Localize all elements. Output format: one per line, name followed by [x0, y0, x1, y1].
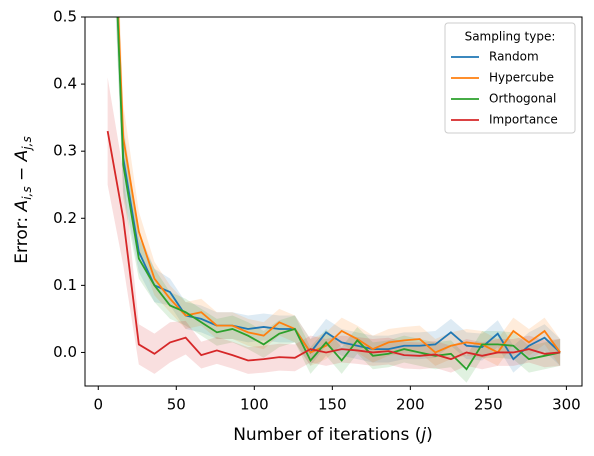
y-tick-label: 0.3: [53, 142, 77, 160]
legend-label: Importance: [489, 113, 558, 127]
x-tick-label: 300: [552, 396, 581, 414]
x-label-part: Number of iterations (: [233, 425, 421, 445]
y-label-part: −: [12, 161, 32, 186]
legend: Sampling type: Random Hypercube Orthogonal…: [444, 22, 576, 134]
legend-label: Orthogonal: [489, 92, 556, 106]
error-band: [116, 17, 561, 366]
error-band: [115, 17, 561, 383]
x-tick-label: 200: [396, 396, 425, 414]
y-tick-label: 0.2: [53, 209, 77, 227]
y-axis-label: Error: Ai,s − Aj,s: [12, 136, 34, 263]
error-band: [107, 77, 561, 374]
y-tick-label: 0.0: [53, 343, 77, 361]
y-label-part: A: [12, 150, 32, 163]
x-tick-label: 0: [93, 396, 103, 414]
y-label-part: j,s: [20, 136, 34, 151]
plot-area: [106, 17, 561, 383]
y-label-part: i,s: [20, 186, 34, 199]
x-tick-label: 50: [167, 396, 186, 414]
x-tick-label: 250: [474, 396, 503, 414]
series-line: [117, 17, 561, 354]
y-tick-label: 0.4: [53, 75, 77, 93]
legend-label: Hypercube: [489, 71, 554, 85]
y-tick-label: 0.1: [53, 276, 77, 294]
legend-box: [444, 22, 576, 134]
x-axis-label: Number of iterations (j): [233, 425, 433, 445]
axes-frame: [84, 16, 583, 387]
series-line: [106, 130, 561, 362]
x-label-part: ): [426, 425, 433, 445]
x-tick-label: 100: [240, 396, 269, 414]
legend-title: Sampling type:: [465, 30, 556, 44]
x-label-part: j: [419, 425, 426, 445]
legend-label: Random: [489, 50, 539, 64]
x-tick-label: 150: [318, 396, 347, 414]
y-tick-label: 0.5: [53, 8, 77, 26]
y-label-part: A: [12, 200, 32, 213]
y-label-part: Error:: [12, 211, 32, 263]
